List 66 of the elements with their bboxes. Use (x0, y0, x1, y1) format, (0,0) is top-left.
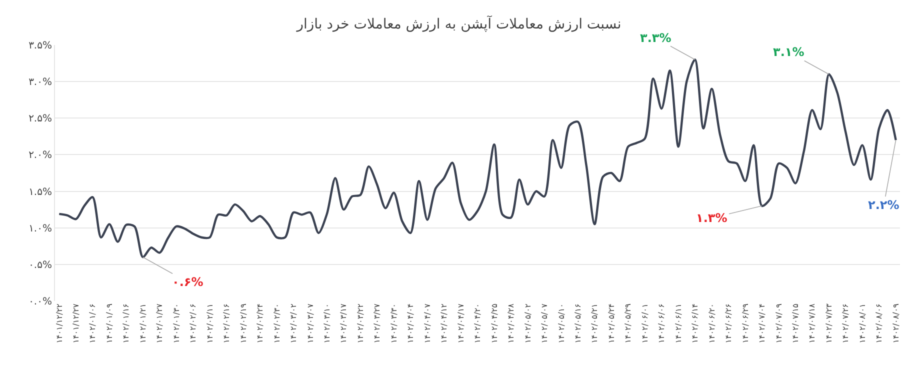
y-tick-label: ۲.۰% (28, 150, 52, 162)
x-tick-label: ۱۴۰۲/۰۴/۲۸ (506, 302, 516, 344)
x-tick-label: ۱۴۰۲/۰۲/۲۴ (256, 304, 265, 344)
x-tick-label: ۱۴۰۲/۰۸/۰۶ (874, 304, 884, 344)
y-tick-label: ۲.۵% (28, 114, 52, 125)
x-tick-label: ۱۴۰۲/۰۷/۲۶ (841, 304, 850, 344)
x-tick-label: ۱۴۰۲/۰۱/۲۱ (138, 304, 148, 344)
x-tick-label: ۱۴۰۲/۰۲/۱۶ (222, 304, 232, 344)
x-tick-label: ۱۴۰۲/۰۳/۱۷ (339, 302, 348, 344)
x-tick-label: ۱۴۰۲/۰۴/۲۰ (473, 304, 482, 344)
x-tick-label: ۱۴۰۲/۰۲/۳۰ (272, 304, 282, 344)
annotation: ۳.۳% (640, 31, 672, 45)
x-tick-label: ۱۴۰۲/۰۶/۲۶ (724, 304, 734, 344)
x-tick-label: ۱۴۰۲/۰۷/۱۵ (791, 304, 800, 344)
x-tick-label: ۱۴۰۲/۰۴/۱۲ (440, 304, 449, 344)
x-tick-label: ۱۴۰۲/۰۳/۰۲ (289, 304, 298, 344)
x-tick-label: ۱۴۰۲/۰۲/۰۶ (188, 304, 198, 344)
annotation: ۰.۶% (172, 275, 204, 289)
x-tick-label: ۱۴۰۲/۰۶/۱۱ (674, 304, 683, 344)
x-tick-label: ۱۴۰۲/۰۸/۰۹ (891, 304, 900, 344)
x-tick-label: ۱۴۰۲/۰۴/۰۷ (422, 302, 432, 344)
y-tick-label: ۳.۵% (28, 40, 52, 52)
y-tick-label: ۱.۰% (28, 223, 52, 234)
x-tick-label: ۱۴۰۲/۰۲/۱۱ (205, 304, 214, 344)
x-tick-label: ۱۴۰۲/۰۶/۲۹ (740, 304, 750, 344)
x-tick-label: ۱۴۰۲/۰۴/۲۵ (490, 304, 499, 344)
x-tick-label: ۱۴۰۲/۰۶/۲۰ (707, 304, 716, 344)
x-tick-label: ۱۴۰۲/۰۱/۳۰ (172, 304, 181, 344)
x-tick-label: ۱۴۰۲/۰۵/۰۷ (540, 302, 550, 344)
x-tick-label: ۱۴۰۲/۰۶/۰۱ (640, 304, 650, 344)
x-tick-label: ۱۴۰۲/۰۱/۲۷ (155, 302, 164, 344)
x-tick-label: ۱۴۰۲/۰۶/۰۶ (657, 304, 666, 344)
x-tick-label: ۱۴۰۱/۱۲/۲۷ (72, 302, 81, 344)
x-tick-label: ۱۴۰۲/۰۵/۲۹ (624, 304, 633, 344)
x-tick-label: ۱۴۰۲/۰۷/۰۹ (774, 304, 784, 344)
annotation: ۱.۳% (696, 211, 728, 225)
x-tick-label: ۱۴۰۲/۰۵/۱۶ (574, 304, 582, 344)
x-tick-label: ۱۴۰۲/۰۳/۳۰ (389, 304, 398, 344)
annotation: ۲.۲% (868, 198, 900, 212)
x-tick-label: ۱۴۰۲/۰۵/۱۰ (556, 304, 566, 344)
x-tick-label: ۱۴۰۲/۰۵/۲۴ (606, 304, 616, 344)
x-tick-label: ۱۴۰۲/۰۳/۰۷ (306, 302, 315, 344)
x-tick-label: ۱۴۰۲/۰۳/۲۷ (372, 302, 382, 344)
annotation: ۳.۱% (773, 45, 804, 59)
y-tick-label: ۰.۵% (28, 260, 52, 271)
chart-title: نسبت ارزش معاملات آپشن به ارزش معاملات خرد بازار (296, 14, 622, 32)
x-tick-label: ۱۴۰۲/۰۷/۲۳ (824, 302, 834, 344)
x-tick-label: ۱۴۰۱/۱۲/۲۲ (54, 304, 64, 344)
x-tick-label: ۱۴۰۲/۰۴/۰۴ (406, 304, 416, 344)
x-tick-label: ۱۴۰۲/۰۳/۱۰ (322, 304, 332, 344)
x-tick-label: ۱۴۰۲/۰۱/۱۶ (122, 304, 131, 344)
x-tick-label: ۱۴۰۲/۰۵/۰۲ (523, 304, 532, 344)
x-tick-label: ۱۴۰۲/۰۱/۰۶ (88, 304, 98, 344)
x-tick-label: ۱۴۰۲/۰۸/۰۱ (858, 304, 867, 344)
x-tick-label: ۱۴۰۲/۰۷/۰۴ (758, 304, 767, 344)
x-tick-label: ۱۴۰۲/۰۲/۱۹ (238, 304, 248, 344)
x-tick-label: ۱۴۰۲/۰۴/۱۷ (456, 302, 466, 344)
line-series (58, 58, 897, 258)
x-tick-label: ۱۴۰۲/۰۵/۲۱ (590, 304, 600, 344)
y-tick-label: ۳.۰% (28, 77, 52, 88)
y-tick-label: ۱.۵% (28, 186, 52, 198)
x-tick-label: ۱۴۰۲/۰۷/۱۸ (808, 302, 817, 344)
x-tick-label: ۱۴۰۲/۰۱/۰۹ (104, 304, 114, 344)
y-tick-label: ۰.۰% (28, 296, 52, 308)
x-tick-label: ۱۴۰۲/۰۶/۱۴ (690, 304, 700, 344)
x-tick-label: ۱۴۰۲/۰۳/۲۲ (356, 304, 365, 344)
